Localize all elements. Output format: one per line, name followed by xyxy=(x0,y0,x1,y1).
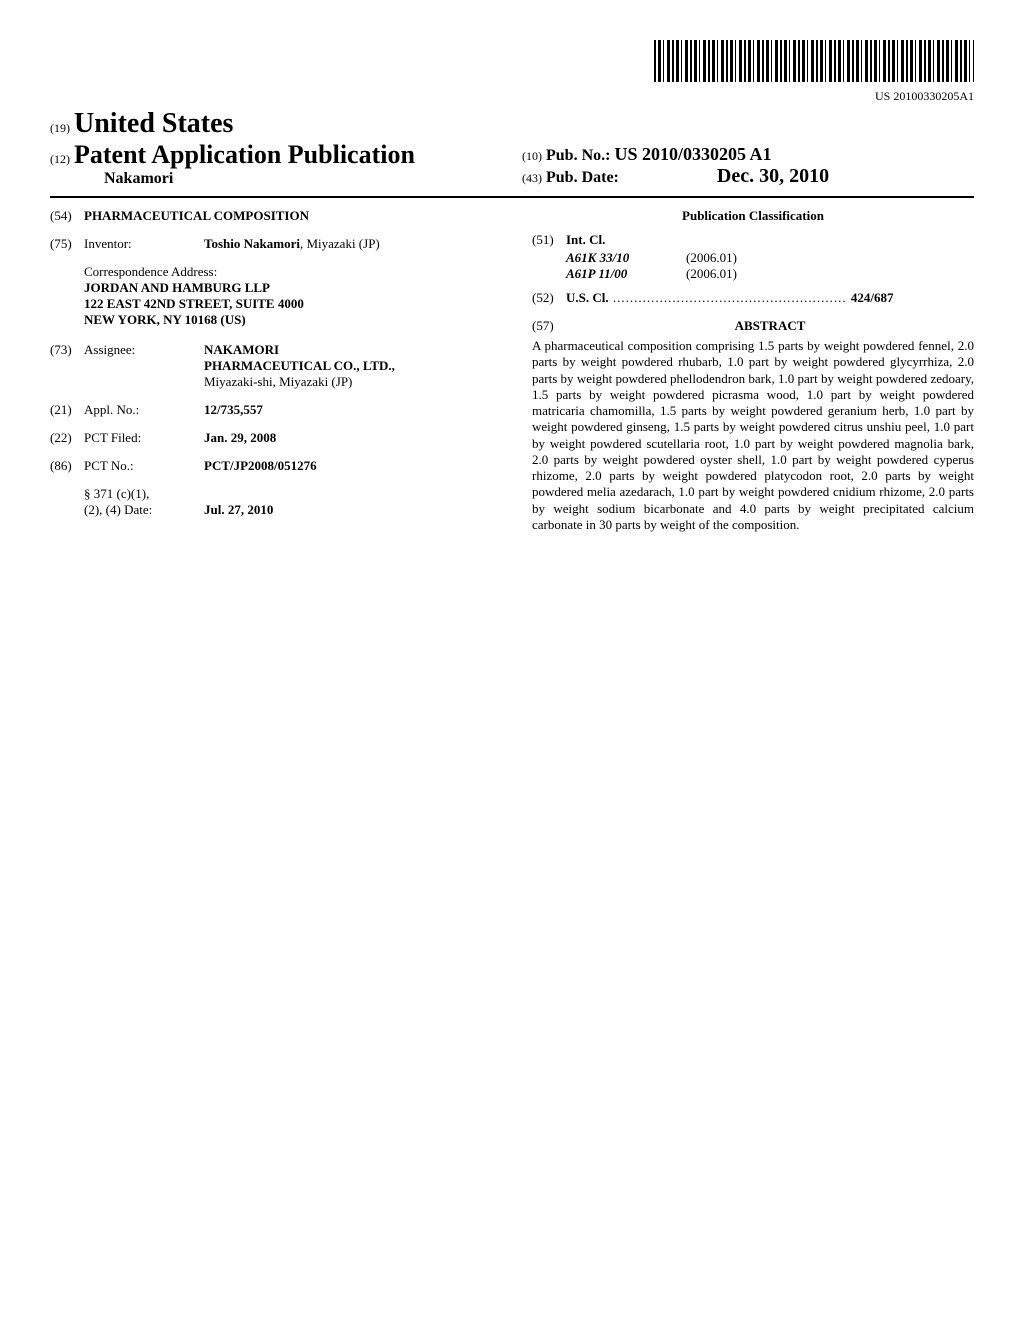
pubdate-prefix: (43) xyxy=(522,171,542,185)
pubno-prefix: (10) xyxy=(522,149,542,163)
appl-num: (21) xyxy=(50,402,84,418)
appl-label: Appl. No.: xyxy=(84,402,204,418)
correspondence-line2: 122 EAST 42ND STREET, SUITE 4000 xyxy=(84,296,492,312)
pctfiled-value: Jan. 29, 2008 xyxy=(204,430,492,446)
classification-title: Publication Classification xyxy=(532,208,974,224)
barcode-block: US 20100330205A1 xyxy=(50,40,974,104)
left-column: (54) PHARMACEUTICAL COMPOSITION (75) Inv… xyxy=(50,208,492,533)
inventor-name: Toshio Nakamori xyxy=(204,236,300,251)
pctno-num: (86) xyxy=(50,458,84,474)
intcl-code1: A61K 33/10 xyxy=(566,250,686,266)
body-columns: (54) PHARMACEUTICAL COMPOSITION (75) Inv… xyxy=(50,208,974,533)
assignee-num: (73) xyxy=(50,342,84,390)
country-name: United States xyxy=(74,108,233,139)
barcode-graphic xyxy=(654,40,974,82)
pctfiled-num: (22) xyxy=(50,430,84,446)
pctfiled-label: PCT Filed: xyxy=(84,430,204,446)
barcode-number: US 20100330205A1 xyxy=(50,89,974,104)
abstract-num: (57) xyxy=(532,318,566,334)
intcl-label: Int. Cl. xyxy=(566,232,605,248)
abstract-label: ABSTRACT xyxy=(566,318,974,334)
assignee-line3: Miyazaki-shi, Miyazaki (JP) xyxy=(204,374,492,390)
inventor-num: (75) xyxy=(50,236,84,252)
assignee-line2: PHARMACEUTICAL CO., LTD., xyxy=(204,358,492,374)
uscl-dots: ........................................… xyxy=(609,290,851,305)
pubno-label: Pub. No.: xyxy=(546,147,610,164)
header-section: (19) United States (12) Patent Applicati… xyxy=(50,108,974,198)
inventor-loc: , Miyazaki (JP) xyxy=(300,236,380,251)
uscl-num: (52) xyxy=(532,290,566,306)
uscl-value: 424/687 xyxy=(851,290,894,305)
inventor-label: Inventor: xyxy=(84,236,204,252)
pctno-value: PCT/JP2008/051276 xyxy=(204,458,492,474)
intcl-date1: (2006.01) xyxy=(686,250,737,266)
pubdate-value: Dec. 30, 2010 xyxy=(717,165,829,187)
assignee-line1: NAKAMORI xyxy=(204,342,492,358)
right-column: Publication Classification (51) Int. Cl.… xyxy=(532,208,974,533)
s371-label1: § 371 (c)(1), xyxy=(84,486,204,502)
pubdate-label: Pub. Date: xyxy=(546,169,619,186)
publication-type: Patent Application Publication xyxy=(74,140,415,169)
intcl-num: (51) xyxy=(532,232,566,248)
appl-value: 12/735,557 xyxy=(204,402,492,418)
intcl-date2: (2006.01) xyxy=(686,266,737,282)
invention-title: PHARMACEUTICAL COMPOSITION xyxy=(84,208,309,224)
pub-prefix: (12) xyxy=(50,152,70,166)
pctno-label: PCT No.: xyxy=(84,458,204,474)
s371-value: Jul. 27, 2010 xyxy=(204,502,492,518)
uscl-label: U.S. Cl. xyxy=(566,290,609,305)
header-inventor: Nakamori xyxy=(50,170,502,188)
s371-label2: (2), (4) Date: xyxy=(84,502,204,518)
assignee-label: Assignee: xyxy=(84,342,204,390)
correspondence-line1: JORDAN AND HAMBURG LLP xyxy=(84,280,492,296)
title-num: (54) xyxy=(50,208,84,224)
country-prefix: (19) xyxy=(50,121,70,135)
pubno-value: US 2010/0330205 A1 xyxy=(614,144,771,164)
correspondence-label: Correspondence Address: xyxy=(84,264,492,280)
intcl-code2: A61P 11/00 xyxy=(566,266,686,282)
correspondence-line3: NEW YORK, NY 10168 (US) xyxy=(84,312,492,328)
abstract-body: A pharmaceutical composition comprising … xyxy=(532,338,974,533)
